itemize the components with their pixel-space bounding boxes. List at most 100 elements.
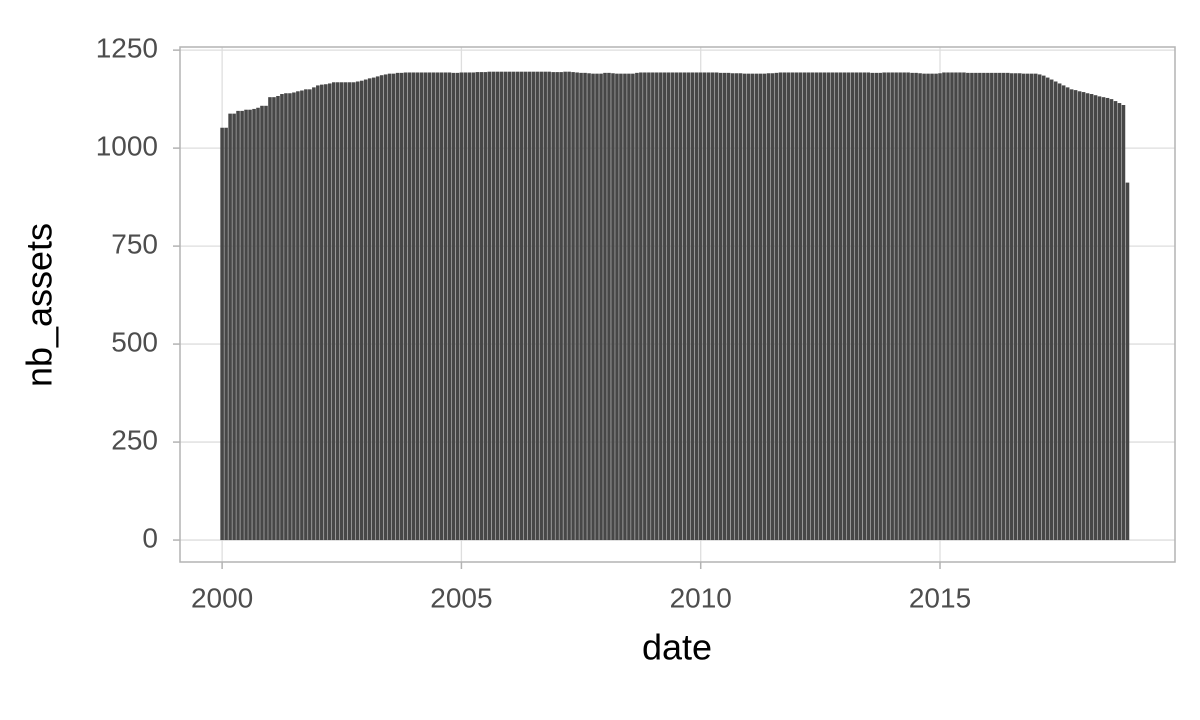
bar <box>1069 89 1074 541</box>
bar <box>475 72 480 541</box>
bar <box>794 72 799 541</box>
bar <box>292 92 296 541</box>
bar <box>1077 91 1082 541</box>
bar <box>1121 105 1126 541</box>
bar <box>391 73 396 541</box>
panel-border <box>179 46 1176 563</box>
bar <box>503 71 508 541</box>
bar <box>347 82 352 541</box>
bar <box>930 73 934 541</box>
bar <box>942 72 946 541</box>
bar <box>834 72 839 541</box>
bar <box>551 72 555 541</box>
bar <box>902 72 906 541</box>
bar <box>786 72 791 541</box>
bar <box>766 73 771 541</box>
bar <box>770 73 775 541</box>
x-tick-label: 2010 <box>670 582 732 613</box>
bar <box>467 72 472 541</box>
bar <box>782 72 787 541</box>
bar <box>371 77 376 541</box>
bar <box>798 72 803 541</box>
bar <box>922 73 926 541</box>
bar <box>758 73 763 541</box>
bar <box>878 72 882 541</box>
bar <box>375 76 380 541</box>
bar <box>419 72 424 541</box>
bar <box>1029 73 1034 541</box>
bar <box>706 72 711 541</box>
bar <box>276 95 280 541</box>
bar <box>407 72 412 541</box>
bar <box>918 73 922 541</box>
bar <box>1073 90 1078 541</box>
bar <box>1053 81 1058 541</box>
bar <box>1105 97 1110 541</box>
bar <box>818 72 823 541</box>
bar <box>1045 77 1050 541</box>
bar <box>1081 92 1086 541</box>
bar <box>359 80 364 541</box>
bar <box>328 83 332 541</box>
axes: 0 250 500 750 1000 1250 2000 2005 2010 2015 <box>96 33 971 614</box>
bar <box>910 72 914 541</box>
bar <box>663 72 667 541</box>
bar <box>822 72 827 541</box>
bar <box>339 82 344 541</box>
bar <box>814 72 819 541</box>
bar <box>906 72 910 541</box>
bar <box>583 72 587 541</box>
bar <box>268 97 272 541</box>
bar <box>710 72 715 541</box>
bar <box>631 73 635 541</box>
bar <box>575 72 579 541</box>
bar <box>479 72 484 541</box>
bar <box>455 72 460 541</box>
x-tick-label: 2015 <box>909 582 971 613</box>
bar <box>810 72 815 541</box>
bar <box>830 72 835 541</box>
bar <box>1033 73 1038 541</box>
bar <box>954 72 958 541</box>
bar <box>734 73 739 541</box>
bar <box>320 84 324 541</box>
bar <box>495 71 500 541</box>
bar <box>535 71 539 541</box>
bar <box>994 72 998 541</box>
bar <box>894 72 898 541</box>
y-axis-title: nb_assets <box>19 223 60 387</box>
bar <box>1113 101 1118 541</box>
bar <box>260 105 264 541</box>
bar <box>527 71 532 541</box>
bar <box>331 82 336 541</box>
bar <box>842 72 847 541</box>
bar <box>543 71 547 541</box>
bar <box>1117 103 1122 541</box>
bar <box>826 72 831 541</box>
bar <box>655 72 659 541</box>
y-tick-label: 750 <box>111 228 158 259</box>
bar <box>324 84 328 541</box>
bar <box>256 107 260 541</box>
x-tick-label: 2000 <box>191 582 253 613</box>
bar <box>439 72 444 541</box>
bar <box>451 72 456 541</box>
bar <box>491 71 496 541</box>
bar <box>379 75 384 541</box>
bar <box>399 72 404 541</box>
bar <box>411 72 416 541</box>
bar <box>387 73 392 541</box>
bar <box>854 72 859 541</box>
bar <box>730 73 735 541</box>
y-tick-label: 0 <box>142 522 158 553</box>
bar <box>228 113 232 541</box>
bar <box>1101 97 1106 541</box>
bar <box>958 72 962 541</box>
bar <box>1021 73 1026 541</box>
x-axis-title: date <box>642 627 712 668</box>
bar <box>1002 72 1006 541</box>
bar <box>1013 73 1018 541</box>
bar <box>647 72 651 541</box>
bar <box>403 72 408 541</box>
y-tick-label: 1000 <box>96 131 158 162</box>
